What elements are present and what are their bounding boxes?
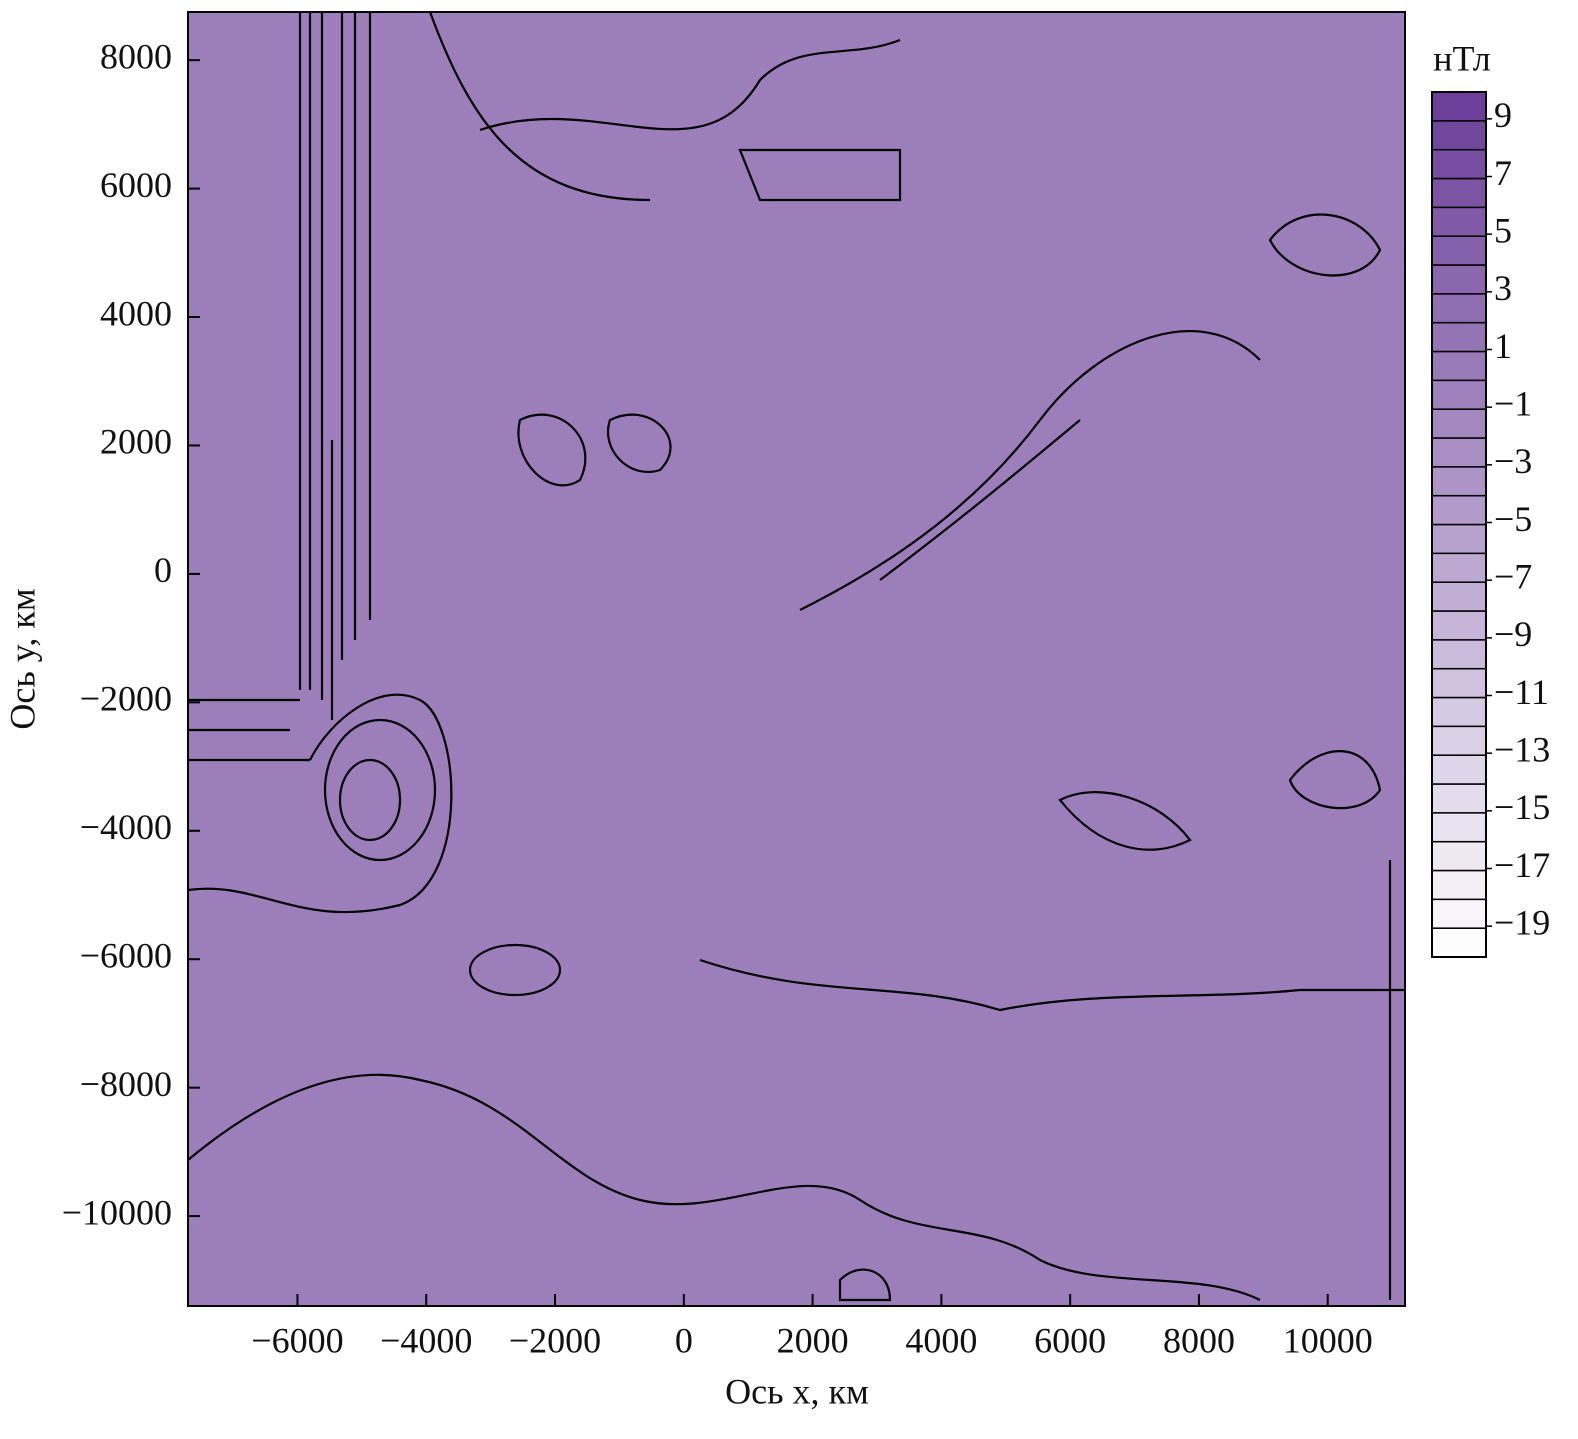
y-tick-label: 8000	[100, 36, 172, 76]
x-tick-label: −2000	[509, 1320, 601, 1360]
colorbar-level	[1431, 350, 1487, 382]
colorbar-level	[1431, 466, 1487, 497]
colorbar-level	[1431, 120, 1487, 151]
colorbar-tick-label: −5	[1494, 499, 1532, 539]
y-tick-label: 0	[154, 550, 172, 590]
colorbar-level	[1431, 408, 1487, 439]
contour	[298, 12, 372, 720]
colorbar-level	[1431, 869, 1487, 901]
colorbar-tick-label: −1	[1494, 383, 1532, 423]
contour	[517, 413, 892, 1302]
y-axis-label: Ось y, км	[2, 588, 42, 729]
y-tick-label: −10000	[62, 1192, 172, 1232]
colorbar-tick-label: −7	[1494, 556, 1532, 596]
colorbar-level	[1431, 148, 1487, 180]
contour	[1058, 750, 1382, 851]
x-tick-label: 0	[675, 1320, 693, 1360]
colorbar-level	[1431, 754, 1487, 785]
x-tick-label: 8000	[1163, 1320, 1235, 1360]
x-tick-label: −6000	[251, 1320, 343, 1360]
colorbar-level	[1431, 437, 1487, 468]
y-tick-label: 6000	[100, 165, 172, 205]
contour	[188, 698, 310, 762]
colorbar-level	[1431, 783, 1487, 814]
colorbar-level	[1431, 639, 1487, 670]
colorbar-level	[1431, 206, 1487, 237]
colorbar-tick-label: 3	[1494, 268, 1512, 308]
colorbar-tick-label: 1	[1494, 326, 1512, 366]
colorbar-tick-label: −13	[1494, 729, 1550, 769]
colorbar-level	[1431, 840, 1487, 872]
x-tick-label: −4000	[380, 1320, 472, 1360]
colorbar-level	[1431, 91, 1487, 122]
colorbar-tick-label: −15	[1494, 787, 1550, 827]
colorbar-level	[1431, 523, 1487, 555]
anomaly	[323, 718, 437, 862]
x-axis-label: Ось x, км	[725, 1371, 869, 1411]
colorbar-level	[1431, 898, 1487, 929]
colorbar-level	[1431, 293, 1487, 324]
colorbar-level	[1431, 264, 1487, 295]
colorbar-level	[1431, 927, 1487, 958]
plot-frame	[187, 11, 1406, 1307]
y-tick-label: −4000	[80, 807, 172, 847]
colorbar-level	[1431, 321, 1487, 353]
colorbar-level	[1431, 725, 1487, 756]
anomaly	[468, 943, 562, 997]
contour	[428, 11, 901, 202]
colorbar-level	[1431, 494, 1487, 526]
y-tick-label: −6000	[80, 935, 172, 975]
colorbar-tick-label: −11	[1494, 672, 1549, 712]
contour-lines	[187, 11, 1405, 1302]
colorbar-level	[1431, 235, 1487, 266]
colorbar-tick-label: 7	[1494, 153, 1512, 193]
colorbar-level	[1431, 610, 1487, 641]
contour	[799, 330, 1261, 611]
colorbar-tick-label: 5	[1494, 210, 1512, 250]
colorbar-tick-label: −17	[1494, 845, 1550, 885]
colorbar-level	[1431, 812, 1487, 843]
x-tick-label: 6000	[1034, 1320, 1106, 1360]
colorbar-level	[1431, 177, 1487, 209]
y-tick-label: 4000	[100, 293, 172, 333]
colorbar-tick-label: 9	[1494, 95, 1512, 135]
contour	[738, 148, 902, 202]
contour	[187, 693, 453, 914]
y-tick-label: −2000	[80, 679, 172, 719]
anomaly	[338, 758, 402, 842]
contour	[699, 958, 1405, 1012]
colorbar-level	[1431, 379, 1487, 410]
x-tick-label: 2000	[777, 1320, 849, 1360]
colorbar-tick-label: −3	[1494, 441, 1532, 481]
colorbar-level	[1431, 581, 1487, 612]
x-tick-label: 4000	[905, 1320, 977, 1360]
plot-area	[188, 12, 1405, 1306]
colorbar-tick-label: −9	[1494, 614, 1532, 654]
colorbar-level	[1431, 667, 1487, 699]
x-tick-label: 10000	[1283, 1320, 1373, 1360]
y-tick-label: −8000	[80, 1064, 172, 1104]
colorbar-label: нТл	[1433, 38, 1490, 78]
colorbar-level	[1431, 552, 1487, 583]
colorbar-tick-label: −19	[1494, 902, 1550, 942]
colorbar-frame	[1431, 91, 1487, 958]
colorbar-level	[1431, 696, 1487, 728]
contour	[187, 1073, 1261, 1301]
contour	[1268, 213, 1392, 1300]
y-tick-label: 2000	[100, 422, 172, 462]
field	[188, 12, 1405, 1306]
